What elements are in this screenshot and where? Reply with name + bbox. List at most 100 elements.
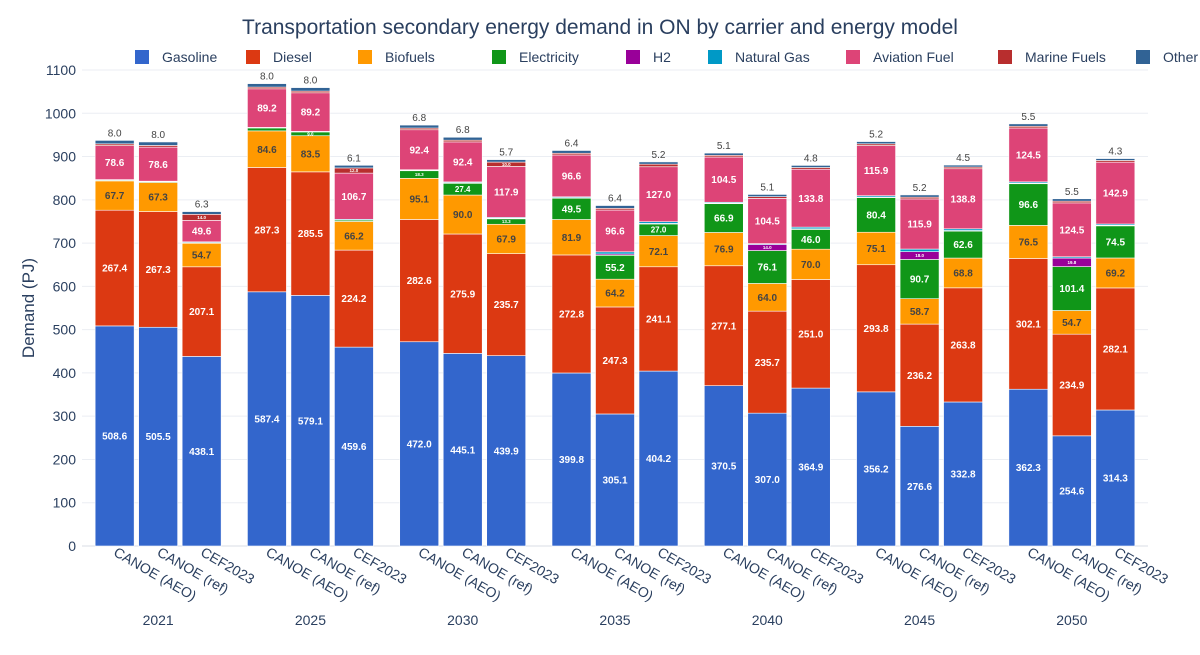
data-label-small: 18.0 — [915, 253, 924, 258]
top-data-label: 8.0 — [151, 130, 165, 141]
data-label: 127.0 — [646, 190, 671, 201]
data-labels: 508.6 267.4 67.7 78.6 8.0 505.5 267.3 67.3 78.6 8… — [102, 72, 1128, 498]
data-label: 76.9 — [714, 245, 734, 256]
data-label: 90.7 — [910, 275, 930, 286]
legend-item[interactable]: Aviation Fuel — [846, 49, 954, 65]
bar-segment — [747, 283, 788, 312]
data-label: 362.3 — [1016, 463, 1041, 474]
y-tick-label: 800 — [53, 192, 77, 208]
data-label: 64.2 — [605, 289, 625, 300]
data-label: 251.0 — [798, 329, 823, 340]
data-label: 70.0 — [801, 260, 821, 271]
bar-segment — [943, 401, 983, 547]
bar-segment — [856, 197, 896, 233]
data-label: 438.1 — [189, 447, 214, 458]
bar-segment — [94, 180, 135, 211]
bar-segment — [747, 310, 788, 414]
data-label-small: 9.0 — [307, 131, 314, 136]
data-label: 332.8 — [951, 470, 976, 481]
legend[interactable]: Gasoline Diesel Biofuels Electricity H2 Natur… — [135, 49, 1198, 65]
bar-segment — [790, 387, 831, 547]
data-label: 78.6 — [148, 160, 168, 171]
y-tick-label: 300 — [53, 408, 77, 424]
data-label: 364.9 — [798, 463, 823, 474]
legend-item[interactable]: Biofuels — [358, 49, 435, 65]
bar-segment — [856, 145, 896, 197]
data-label: 207.1 — [189, 307, 214, 318]
top-data-label: 5.5 — [1065, 187, 1079, 198]
bar-segment — [638, 266, 679, 372]
data-label: 138.8 — [951, 194, 976, 205]
bar-segment — [551, 150, 592, 154]
data-label: 92.4 — [453, 158, 473, 169]
legend-item[interactable]: Marine Fuels — [998, 49, 1106, 65]
data-label-small: 12.0 — [350, 168, 359, 173]
x-group-label: 2045 — [904, 612, 935, 628]
data-label: 579.1 — [298, 416, 323, 427]
legend-swatch — [846, 50, 860, 64]
bar-segment — [94, 209, 135, 327]
data-label: 267.3 — [146, 265, 171, 276]
bar-segment — [138, 146, 178, 182]
data-label: 235.7 — [755, 358, 780, 369]
data-label: 46.0 — [801, 235, 821, 246]
data-label: 101.4 — [1059, 284, 1084, 295]
data-label: 49.6 — [192, 227, 212, 238]
legend-item[interactable]: Natural Gas — [708, 49, 810, 65]
bar-segment — [334, 346, 374, 547]
data-label: 282.1 — [1103, 345, 1128, 356]
top-data-label: 5.7 — [499, 148, 513, 159]
y-tick-label: 700 — [53, 235, 77, 251]
bar-segment — [638, 163, 679, 168]
bar-segment — [551, 219, 592, 256]
bar-segment — [334, 164, 374, 169]
legend-item[interactable]: H2 — [626, 49, 671, 65]
bar-segment — [138, 182, 178, 212]
data-label: 67.9 — [496, 235, 516, 246]
legend-swatch — [998, 50, 1012, 64]
top-data-label: 8.0 — [260, 72, 274, 83]
data-label: 117.9 — [494, 188, 519, 199]
data-label: 67.3 — [148, 193, 168, 204]
data-label: 307.0 — [755, 475, 780, 486]
bar-segment — [247, 291, 287, 547]
legend-item[interactable]: Gasoline — [135, 49, 217, 65]
bar-segment — [486, 223, 527, 254]
legend-label: Gasoline — [162, 49, 217, 65]
bar-segment — [247, 167, 287, 293]
data-label: 80.4 — [866, 210, 886, 221]
data-label: 76.5 — [1019, 238, 1039, 249]
bar-segment — [1008, 258, 1049, 390]
data-label: 459.6 — [341, 442, 366, 453]
data-label-small: 18.3 — [415, 172, 424, 177]
data-label: 472.0 — [407, 439, 432, 450]
bar-segment — [1052, 202, 1092, 258]
bar-segment — [703, 203, 744, 233]
bar-segment — [943, 230, 983, 259]
bar-segment — [1095, 287, 1136, 411]
bar-segment — [1095, 225, 1136, 259]
legend-item[interactable]: Diesel — [246, 49, 312, 65]
data-label: 81.9 — [562, 233, 582, 244]
data-label: 124.5 — [1016, 151, 1041, 162]
bar-segment — [290, 92, 331, 132]
legend-item[interactable]: Electricity — [492, 49, 579, 65]
y-tick-label: 400 — [53, 365, 77, 381]
bar-segment — [247, 83, 287, 88]
bar-segment — [899, 323, 940, 427]
bar-segment — [747, 250, 788, 284]
bar-segment — [1008, 123, 1049, 127]
data-label: 404.2 — [646, 454, 671, 465]
bar-segment — [442, 194, 483, 235]
data-label-small: 10.0 — [502, 162, 511, 167]
top-data-label: 4.3 — [1108, 147, 1122, 158]
bar-segment — [943, 168, 983, 230]
data-label: 54.7 — [1062, 318, 1082, 329]
bar-segment — [595, 209, 635, 253]
top-data-label: 6.1 — [347, 153, 361, 164]
legend-item[interactable]: Other — [1136, 49, 1198, 65]
data-label: 55.2 — [605, 263, 625, 274]
bar-segment — [747, 194, 788, 197]
y-tick-label: 0 — [68, 538, 76, 554]
